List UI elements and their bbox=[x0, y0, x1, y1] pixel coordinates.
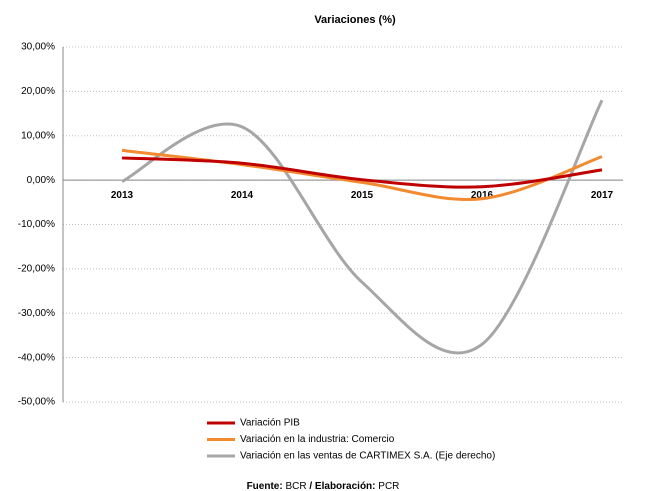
series-line bbox=[121, 99, 604, 355]
y-tick-label: -20,00% bbox=[18, 264, 55, 275]
legend-label: Variación en las ventas de CARTIMEX S.A.… bbox=[240, 451, 495, 462]
source-label: / Elaboración: bbox=[309, 481, 375, 491]
y-tick-label: 0,00% bbox=[27, 175, 55, 186]
source-value: BCR bbox=[285, 481, 306, 491]
y-tick-label: 30,00% bbox=[21, 42, 55, 53]
y-tick-label: -30,00% bbox=[18, 308, 55, 319]
x-tick-label: 2016 bbox=[471, 190, 494, 201]
y-tick-label: 10,00% bbox=[21, 130, 55, 141]
legend-label: Variación en la industria: Comercio bbox=[240, 434, 395, 445]
source-value: PCR bbox=[378, 481, 399, 491]
x-tick-label: 2014 bbox=[231, 190, 254, 201]
legend-label: Variación PIB bbox=[240, 418, 300, 429]
y-tick-label: -50,00% bbox=[18, 397, 55, 408]
series-line bbox=[121, 156, 603, 189]
x-tick-label: 2013 bbox=[111, 190, 134, 201]
chart-title: Variaciones (%) bbox=[314, 14, 396, 26]
y-tick-label: -40,00% bbox=[18, 352, 55, 363]
source: Fuente: BCR / Elaboración: PCR bbox=[247, 481, 400, 491]
y-tick-label: -10,00% bbox=[18, 219, 55, 230]
source-label: Fuente: bbox=[247, 481, 283, 491]
x-tick-label: 2017 bbox=[591, 190, 614, 201]
y-tick-label: 20,00% bbox=[21, 86, 55, 97]
x-tick-label: 2015 bbox=[351, 190, 374, 201]
